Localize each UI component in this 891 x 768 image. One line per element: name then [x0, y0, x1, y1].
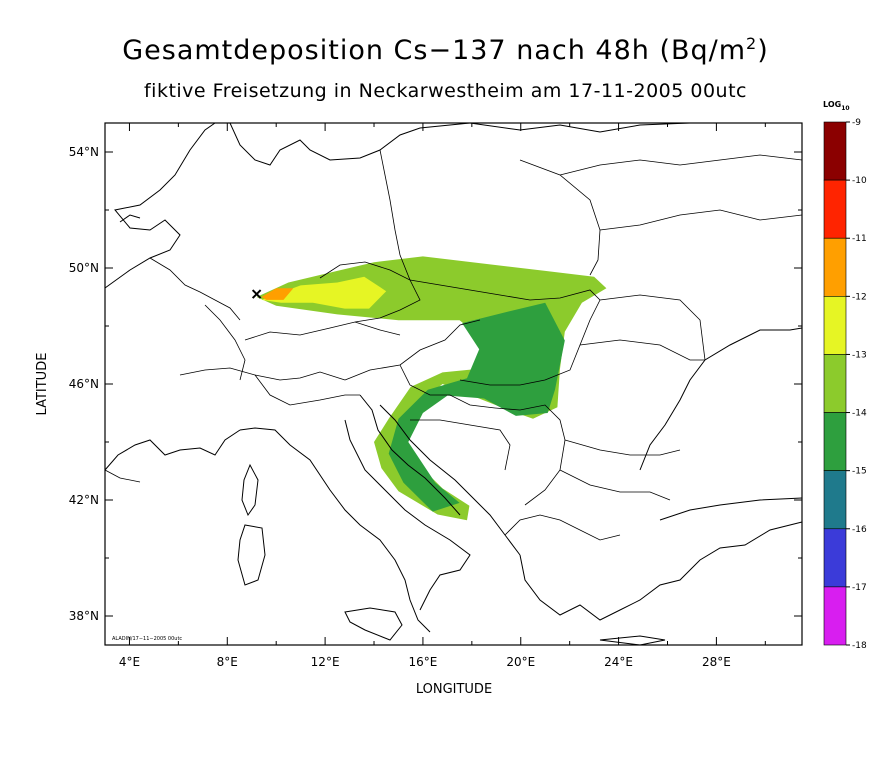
- border-albania: [504, 514, 621, 541]
- footer-note: ALADIN/17−11−2005 00utc: [112, 636, 182, 642]
- coastline-north-sea: [104, 122, 216, 289]
- legend-tick-label: -18: [852, 641, 867, 651]
- lat-tick-label: 42°N: [69, 493, 99, 507]
- lat-tick-label: 38°N: [69, 609, 99, 623]
- border-hungary-south: [459, 299, 601, 386]
- coastline-greece: [519, 521, 803, 621]
- border-serbia: [494, 404, 566, 506]
- plume-region-1: [388, 302, 565, 512]
- border-france-swiss: [179, 367, 346, 381]
- lon-tick-label: 28°E: [702, 655, 731, 669]
- border-poland-east: [519, 159, 601, 276]
- border-czech-slovakia: [409, 279, 601, 301]
- legend-tick-label: -15: [852, 467, 867, 477]
- border-austria-hungary: [344, 319, 481, 381]
- lon-tick-label: 16°E: [409, 655, 438, 669]
- legend-swatch: [823, 412, 847, 471]
- border-france-spain: [104, 469, 141, 483]
- legend-swatch: [823, 470, 847, 530]
- longitude-ticks: 4°E 8°E 12°E 16°E 20°E 24°E 28°E: [119, 123, 766, 669]
- legend-title: LOG10: [823, 100, 850, 112]
- legend-swatch: [823, 586, 847, 646]
- legend-tick-label: -17: [852, 583, 867, 593]
- legend-tick-labels: -9 -10 -11 -12 -13 -14 -15 -16 -17 -18: [846, 118, 867, 651]
- release-site-marker: [251, 289, 262, 299]
- legend-tick-label: -13: [852, 350, 867, 360]
- coastline-adriatic-east: [379, 404, 521, 556]
- lon-tick-label: 12°E: [311, 655, 340, 669]
- lon-tick-label: 4°E: [119, 655, 140, 669]
- legend-swatches: [823, 121, 847, 646]
- coastline-italy-east: [344, 419, 471, 611]
- border-germany-south: [244, 321, 401, 341]
- border-benelux: [149, 257, 241, 321]
- legend-tick-label: -14: [852, 409, 867, 419]
- lat-tick-label: 50°N: [69, 261, 99, 275]
- deposition-plume: [256, 256, 607, 521]
- lon-tick-label: 8°E: [217, 655, 238, 669]
- coastline-adriatic-croatia: [359, 394, 461, 516]
- coastline-turkey: [659, 497, 803, 521]
- legend-swatch: [823, 354, 847, 413]
- border-italy-north: [254, 374, 360, 406]
- chart-subtitle: fiktive Freisetzung in Neckarwestheim am…: [143, 80, 747, 102]
- country-borders: [104, 149, 803, 541]
- coastline-lakes-north: [119, 214, 141, 223]
- border-romania: [579, 294, 706, 361]
- x-axis-title: LONGITUDE: [416, 682, 492, 697]
- border-romania-bulgaria: [564, 439, 681, 456]
- island-sicily: [344, 607, 403, 641]
- border-germany-west: [204, 304, 246, 381]
- border-belarus: [559, 154, 803, 176]
- color-legend: LOG10 -9 -10 -11 -12 -13 -14 -15 -16 -17 -18: [823, 100, 867, 651]
- coastline-denmark: [229, 122, 471, 166]
- border-slovenia-croatia: [399, 364, 496, 409]
- legend-swatch: [823, 296, 847, 355]
- coastline-france-west: [104, 429, 241, 471]
- coastlines-borders: [104, 122, 803, 646]
- island-crete: [599, 635, 666, 646]
- release-site-cross: [251, 289, 262, 299]
- legend-tick-label: -11: [852, 234, 867, 244]
- legend-tick-label: -9: [852, 118, 861, 128]
- coastline-baltic: [469, 122, 691, 133]
- coastline-italy-west: [239, 427, 431, 633]
- lat-tick-label: 54°N: [69, 145, 99, 159]
- lon-tick-label: 24°E: [604, 655, 633, 669]
- chart-title: Gesamtdeposition Cs−137 nach 48h (Bq/m2): [122, 34, 769, 66]
- border-ukraine: [599, 209, 803, 231]
- island-corsica: [241, 463, 259, 517]
- legend-tick-label: -16: [852, 525, 867, 535]
- border-germany-poland: [379, 149, 411, 281]
- legend-swatch: [823, 121, 847, 181]
- legend-tick-label: -10: [852, 176, 867, 186]
- legend-tick-label: -12: [852, 292, 867, 302]
- legend-swatch: [823, 528, 847, 588]
- island-sardinia: [237, 524, 266, 586]
- lat-tick-label: 46°N: [69, 377, 99, 391]
- legend-swatch: [823, 237, 847, 297]
- lon-tick-label: 20°E: [506, 655, 535, 669]
- legend-swatch: [823, 179, 847, 239]
- plume-region-2: [261, 276, 387, 309]
- map-panel: ALADIN/17−11−2005 00utc: [104, 122, 803, 646]
- border-croatia-bosnia: [410, 419, 511, 471]
- border-bulgaria-south: [559, 469, 671, 501]
- latitude-ticks: 38°N 42°N 46°N 50°N 54°N: [69, 145, 802, 623]
- plume-region-3: [261, 288, 294, 300]
- coastline-black-sea: [639, 327, 803, 471]
- y-axis-title: LATITUDE: [35, 353, 50, 416]
